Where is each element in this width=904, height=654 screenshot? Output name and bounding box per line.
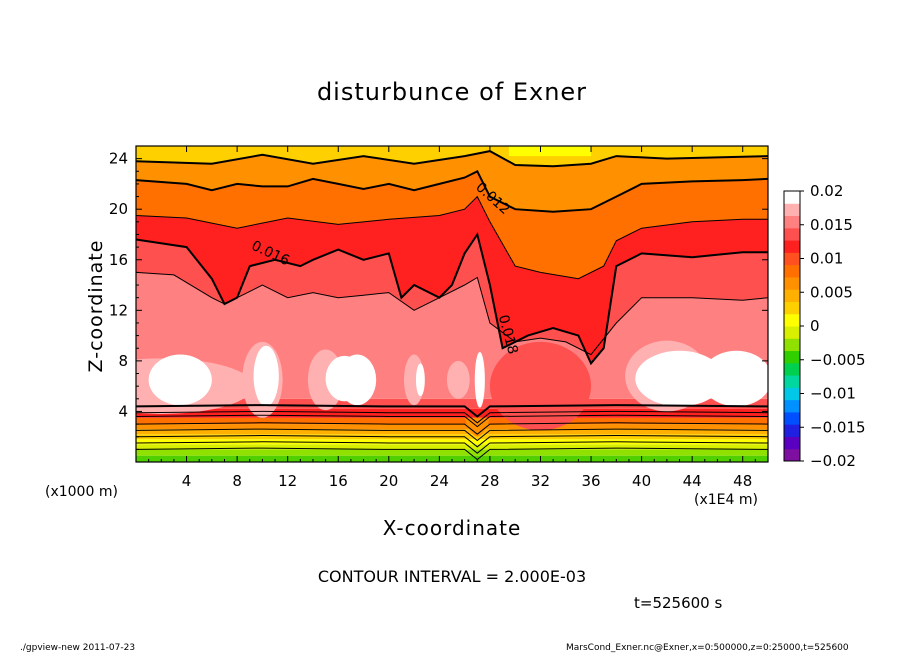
x-tick-label-5: 24 [430,472,449,490]
core-blob-6 [338,354,377,406]
core-blob-10 [474,352,485,408]
colorbar-swatch-12 [784,301,800,315]
color-band-6 [136,424,768,430]
x-unit-left: (x1000 m) [45,484,118,500]
y-tick-label-2: 12 [109,301,128,319]
contour-low-0 [136,447,768,461]
x-axis-label: X-coordinate [382,516,522,540]
core-blob-13 [701,350,768,407]
x-tick-label-0: 4 [182,472,192,490]
colorbar-label-1: 0.015 [810,216,853,234]
y-tick-label-0: 4 [118,402,128,420]
contour-low-6 [136,410,768,424]
bottom-dip [464,417,490,437]
footer-left: ./gpview-new 2011-07-23 [20,643,136,653]
core-blob-12 [635,350,724,407]
y-tick-label-5: 24 [109,150,128,168]
colorbar-swatch-8 [784,350,800,364]
colorbar-swatch-15 [784,264,800,278]
contour-low-3 [136,428,768,442]
x-tick-label-6: 28 [480,472,499,490]
colorbar-swatch-5 [784,387,800,401]
colorbar-swatch-16 [784,252,800,266]
colorbar-swatch-14 [784,276,800,290]
colorbar-swatch-20 [784,203,800,217]
color-band-2 [136,444,768,450]
time-label: t=525600 s [634,594,723,612]
core-blob-1 [148,354,212,406]
colorbar-swatch-0 [784,448,800,462]
colorbar-label-7: −0.015 [810,418,866,436]
contour-interval: CONTOUR INTERVAL = 2.000E-03 [317,567,587,586]
colorbar-label-8: −0.02 [810,452,856,470]
colorbar-label-6: −0.01 [810,385,856,403]
contour-low-1 [136,441,768,454]
color-band-1 [136,449,768,456]
colorbar-swatch-7 [784,362,800,376]
colorbar-swatch-2 [784,424,800,437]
color-band-7 [136,417,768,425]
top-yellow-cap [508,146,592,157]
contour-line-3 [136,195,768,280]
x-tick-label-3: 16 [329,472,348,490]
footer-right: MarsCond_Exner.nc@Exner,x=0:500000,z=0:2… [566,643,849,653]
x-unit-right: (x1E4 m) [694,492,758,508]
colorbar-swatch-4 [784,399,800,413]
x-tick-label-11: 48 [733,472,752,490]
core-blob-8 [415,363,425,397]
x-tick-label-4: 20 [379,472,398,490]
colorbar-swatch-9 [784,338,800,352]
colorbar-swatch-10 [784,326,800,339]
layer-4 [136,146,768,212]
colorbar-swatch-21 [784,191,800,204]
colorbar-swatch-13 [784,289,800,302]
contour-low-5 [136,414,768,428]
x-tick-label-9: 40 [632,472,651,490]
x-tick-label-1: 8 [232,472,242,490]
x-tick-label-7: 32 [531,472,550,490]
color-band-0 [136,455,768,462]
colorbar-label-3: 0.005 [810,283,853,301]
colorbar-label-2: 0.01 [810,250,843,268]
colorbar-label-4: 0 [810,317,820,335]
colorbar-swatch-3 [784,411,800,425]
contour-low-2 [136,434,768,448]
colorbar-swatch-19 [784,215,800,229]
colorbar-swatch-18 [784,227,800,241]
colorbar-swatch-11 [784,313,800,327]
contour-low-4 [136,422,768,435]
y-tick-label-1: 8 [118,352,128,370]
contour-low-7 [136,404,768,418]
center-red-pocket [489,341,592,431]
x-tick-label-8: 36 [581,472,600,490]
core-blob-3 [253,345,279,407]
layer-5 [136,146,768,167]
colorbar-swatch-1 [784,436,800,450]
colorbar-swatch-17 [784,240,800,253]
core-blob-9 [446,360,470,399]
y-tick-label-4: 20 [109,200,128,218]
contour-line-4 [136,169,768,213]
color-band-9 [136,398,768,409]
color-band-3 [136,439,768,445]
x-tick-label-2: 12 [278,472,297,490]
color-band-5 [136,429,768,435]
colorbar-label-0: 0.02 [810,182,843,200]
color-band-8 [136,408,768,418]
contour-line-2 [136,232,768,366]
chart-title: disturbunce of Exner [316,78,588,106]
colorbar-swatch-6 [784,375,800,388]
x-tick-label-10: 44 [683,472,702,490]
colorbar-label-5: −0.005 [810,351,866,369]
y-tick-label-3: 16 [109,251,128,269]
